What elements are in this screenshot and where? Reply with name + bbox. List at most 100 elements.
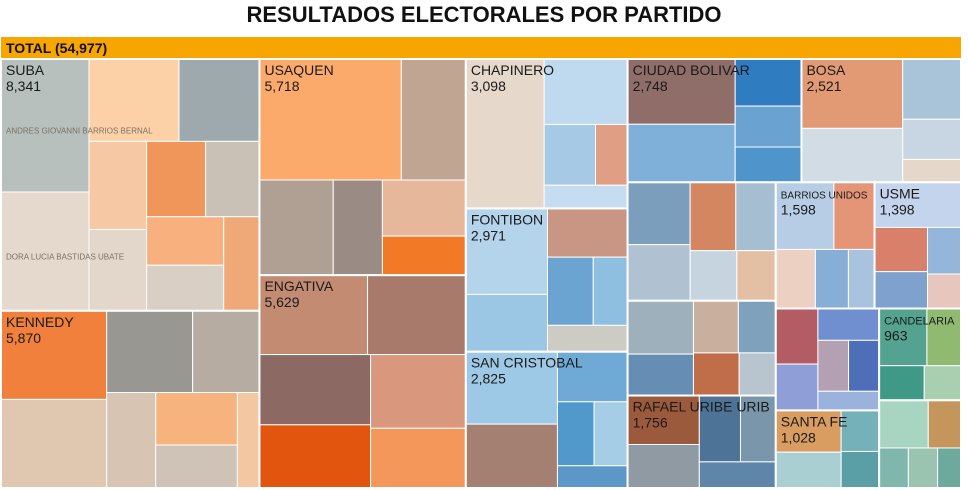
- ciudad-bolivar-cell-4[interactable]: [734, 146, 802, 183]
- kennedy-cell-6[interactable]: [155, 444, 238, 489]
- fontibon-cell-2[interactable]: [547, 207, 629, 258]
- group-17-cell-3[interactable]: [907, 447, 939, 489]
- suba-cell-6[interactable]: [146, 140, 207, 218]
- rafael-uribe-urib-cell-0[interactable]: [627, 395, 700, 445]
- fontibon-cell-5[interactable]: [547, 324, 629, 353]
- suba-cell-1[interactable]: [0, 191, 90, 312]
- engativa-cell-4[interactable]: [370, 354, 467, 429]
- group-17-cell-0[interactable]: [878, 399, 929, 449]
- barrios-unidos-cell-3[interactable]: [814, 248, 849, 310]
- usme-cell-2[interactable]: [874, 271, 929, 310]
- rafael-uribe-urib-cell-2[interactable]: [698, 395, 741, 463]
- chapinero-name-label: CHAPINERO: [471, 62, 554, 78]
- santa-fe-cell-1[interactable]: [775, 451, 842, 489]
- suba-cell-0[interactable]: [0, 58, 90, 193]
- chapinero-cell-1[interactable]: [543, 58, 629, 125]
- group-9-cell-3[interactable]: [735, 181, 777, 252]
- group-14-cell-3[interactable]: [817, 339, 850, 392]
- chapinero-cell-0[interactable]: [465, 58, 545, 209]
- ciudad-bolivar-cell-2[interactable]: [734, 58, 802, 107]
- engativa-cell-0[interactable]: [258, 274, 369, 356]
- barrios-unidos-cell-2[interactable]: [775, 248, 816, 310]
- barrios-unidos-name-label: BARRIOS UNIDOS: [781, 190, 868, 201]
- group-14-cell-4[interactable]: [848, 339, 880, 392]
- barrios-unidos-cell-4[interactable]: [847, 248, 876, 310]
- kennedy-cell-1[interactable]: [0, 398, 108, 489]
- kennedy-cell-2[interactable]: [106, 310, 194, 394]
- san-cristobal-cell-3[interactable]: [556, 401, 595, 467]
- usaquen-cell-3[interactable]: [332, 179, 383, 276]
- suba-cell-3[interactable]: [178, 58, 260, 142]
- santa-fe-cell-3[interactable]: [840, 450, 880, 489]
- kennedy-cell-0[interactable]: [0, 310, 108, 400]
- san-cristobal-cell-5[interactable]: [556, 465, 629, 489]
- candelaria-cell-3[interactable]: [923, 365, 962, 401]
- usme-cell-0[interactable]: [874, 181, 962, 228]
- group-9-cell-4[interactable]: [689, 250, 738, 302]
- rafael-uribe-urib-cell-4[interactable]: [698, 461, 777, 489]
- chapinero-cell-4[interactable]: [543, 184, 629, 209]
- engativa-cell-5[interactable]: [370, 427, 467, 489]
- fontibon-cell-3[interactable]: [547, 256, 594, 326]
- bosa-cell-1[interactable]: [800, 127, 904, 183]
- bosa-cell-0[interactable]: [800, 58, 904, 129]
- suba-cell-4[interactable]: [88, 140, 148, 230]
- group-9-cell-5[interactable]: [736, 250, 777, 302]
- candelaria-cell-2[interactable]: [878, 365, 925, 401]
- engativa-value-label: 5,629: [264, 294, 299, 310]
- bosa-cell-3[interactable]: [902, 118, 962, 160]
- group-10-cell-4[interactable]: [692, 352, 740, 397]
- usme-cell-3[interactable]: [927, 226, 962, 275]
- suba-cell-10[interactable]: [223, 216, 260, 312]
- usme-cell-4[interactable]: [927, 273, 962, 310]
- group-17-cell-1[interactable]: [927, 399, 962, 449]
- kennedy-cell-7[interactable]: [236, 392, 260, 489]
- chapinero-cell-3[interactable]: [594, 123, 629, 186]
- kennedy-name-label: KENNEDY: [6, 314, 74, 330]
- chapinero-cell-2[interactable]: [543, 123, 596, 186]
- group-10-cell-3[interactable]: [737, 300, 777, 354]
- group-9-cell-2[interactable]: [689, 181, 737, 252]
- bosa-cell-4[interactable]: [902, 158, 962, 183]
- san-cristobal-cell-2[interactable]: [556, 351, 629, 403]
- santa-fe-name-label: SANTA FE: [781, 413, 848, 429]
- group-14-cell-2[interactable]: [817, 308, 880, 341]
- kennedy-cell-5[interactable]: [155, 392, 238, 446]
- group-10-cell-1[interactable]: [627, 353, 694, 397]
- rafael-uribe-urib-cell-3[interactable]: [739, 395, 777, 463]
- group-9-cell-1[interactable]: [627, 244, 691, 302]
- san-cristobal-cell-1[interactable]: [465, 423, 558, 489]
- usme-cell-1[interactable]: [874, 226, 929, 273]
- usaquen-cell-1[interactable]: [400, 58, 467, 181]
- suba-cell-9[interactable]: [146, 264, 225, 312]
- group-10-cell-2[interactable]: [692, 300, 739, 354]
- suba-cell-8[interactable]: [146, 216, 225, 266]
- ciudad-bolivar-cell-0[interactable]: [627, 58, 736, 125]
- rafael-uribe-urib-cell-1[interactable]: [627, 443, 700, 489]
- group-9-cell-0[interactable]: [627, 181, 691, 246]
- group-14-cell-1[interactable]: [775, 363, 819, 411]
- usaquen-cell-2[interactable]: [258, 179, 334, 276]
- fontibon-cell-4[interactable]: [592, 256, 629, 326]
- group-14-cell-0[interactable]: [775, 308, 819, 365]
- group-17-cell-4[interactable]: [937, 447, 962, 489]
- engativa-cell-1[interactable]: [367, 274, 467, 356]
- bosa-cell-2[interactable]: [902, 58, 962, 120]
- kennedy-cell-4[interactable]: [106, 392, 157, 489]
- group-17-cell-2[interactable]: [878, 447, 909, 489]
- engativa-cell-2[interactable]: [258, 354, 372, 426]
- group-14-cell-5[interactable]: [817, 390, 880, 411]
- suba-cell-5[interactable]: [88, 228, 148, 312]
- kennedy-cell-3[interactable]: [192, 310, 260, 394]
- engativa-cell-3[interactable]: [258, 424, 372, 489]
- group-10-cell-5[interactable]: [738, 352, 777, 397]
- suba-cell-7[interactable]: [205, 140, 260, 218]
- kennedy-value-label: 5,870: [6, 330, 41, 346]
- ciudad-bolivar-cell-1[interactable]: [627, 123, 736, 183]
- usaquen-cell-4[interactable]: [381, 179, 467, 237]
- ciudad-bolivar-cell-3[interactable]: [734, 105, 802, 148]
- san-cristobal-cell-4[interactable]: [593, 401, 629, 467]
- group-10-cell-0[interactable]: [627, 300, 694, 355]
- fontibon-cell-1[interactable]: [465, 293, 549, 353]
- usaquen-cell-5[interactable]: [381, 235, 467, 276]
